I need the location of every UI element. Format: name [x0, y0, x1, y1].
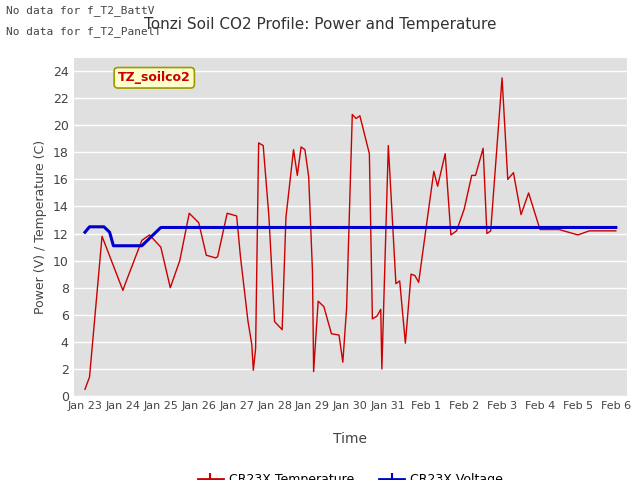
- Legend: CR23X Temperature, CR23X Voltage: CR23X Temperature, CR23X Voltage: [193, 468, 508, 480]
- Text: No data for f_T2_BattV: No data for f_T2_BattV: [6, 5, 155, 16]
- Text: No data for f_T2_PanelT: No data for f_T2_PanelT: [6, 26, 162, 37]
- Text: TZ_soilco2: TZ_soilco2: [118, 72, 191, 84]
- Y-axis label: Power (V) / Temperature (C): Power (V) / Temperature (C): [35, 140, 47, 314]
- Text: Tonzi Soil CO2 Profile: Power and Temperature: Tonzi Soil CO2 Profile: Power and Temper…: [144, 17, 496, 32]
- X-axis label: Time: Time: [333, 432, 367, 446]
